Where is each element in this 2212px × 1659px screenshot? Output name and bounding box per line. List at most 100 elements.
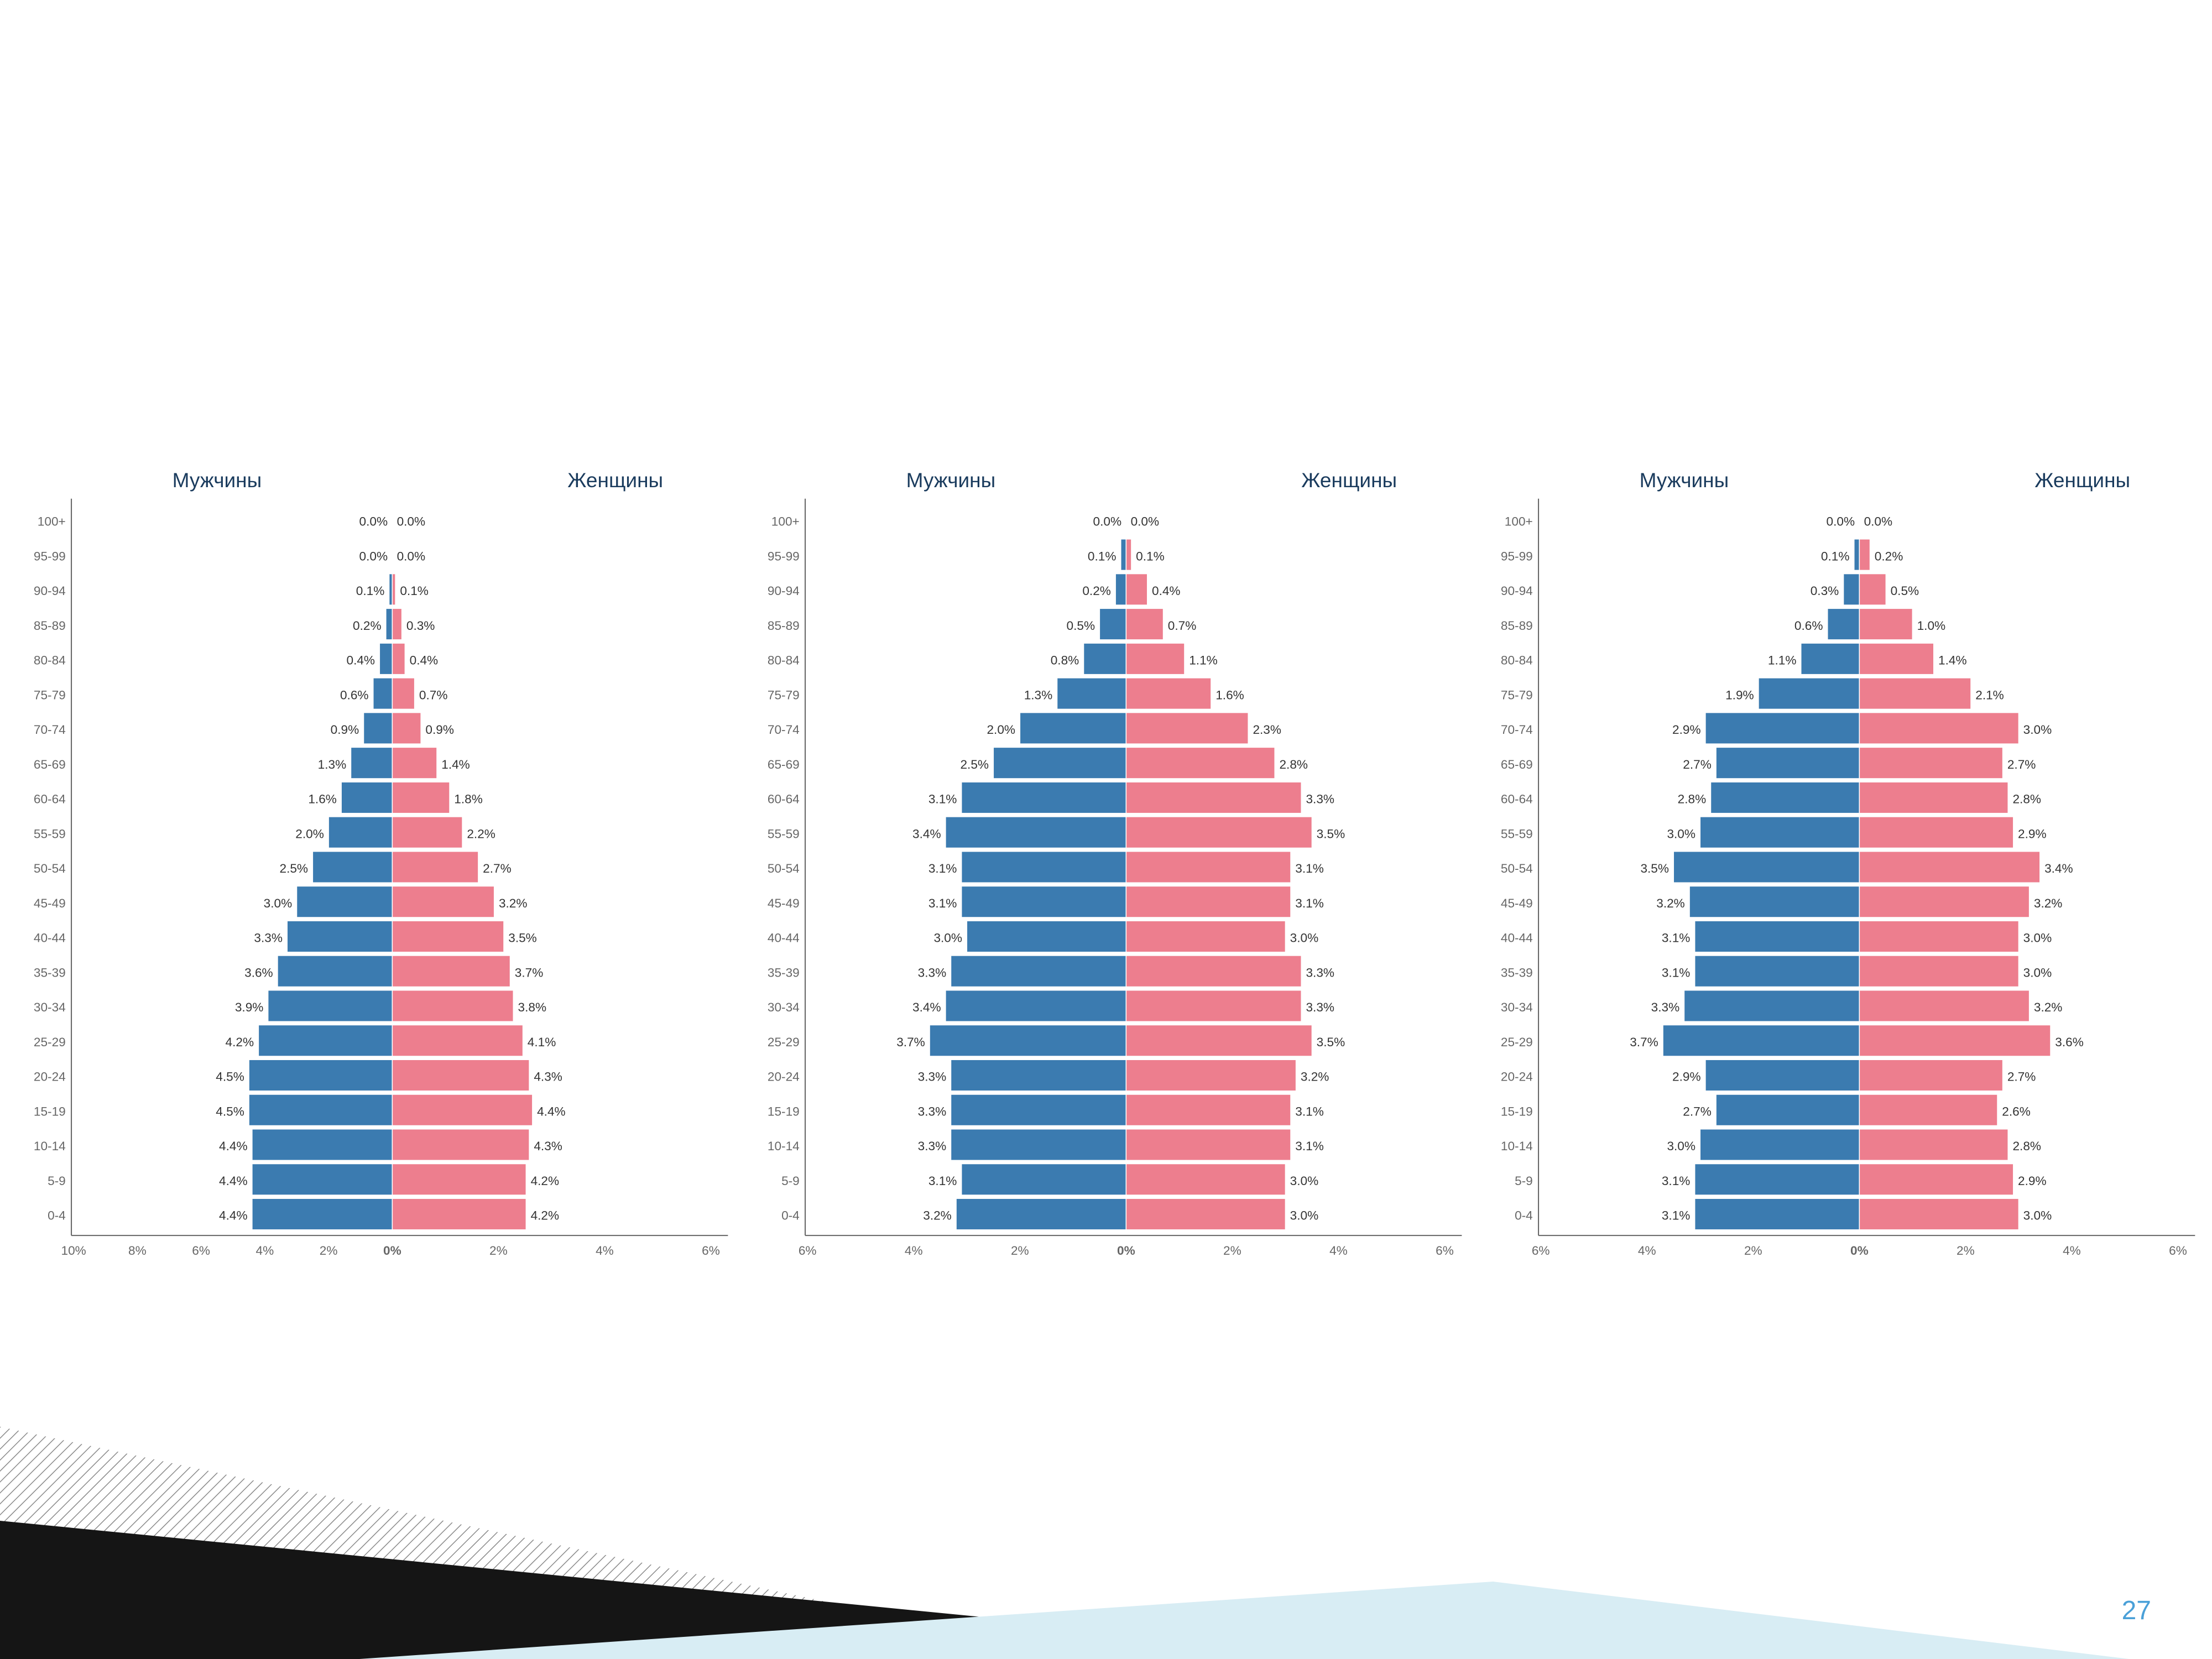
bar-male xyxy=(1695,1164,1860,1195)
bar-female xyxy=(392,608,401,640)
x-tick-label: 2% xyxy=(489,1244,508,1258)
age-group-label: 40-44 xyxy=(34,931,66,945)
bar-female xyxy=(1126,921,1285,952)
x-tick-label: 6% xyxy=(798,1244,816,1258)
bar-male xyxy=(1716,747,1859,779)
value-female: 0.3% xyxy=(406,619,435,633)
value-female: 4.4% xyxy=(537,1104,566,1118)
bar-male xyxy=(341,782,392,813)
value-male: 0.6% xyxy=(1794,619,1823,633)
bar-female xyxy=(1126,817,1312,848)
bar-female xyxy=(1126,1198,1285,1230)
age-group-label: 10-14 xyxy=(768,1139,800,1153)
x-tick-label: 4% xyxy=(1638,1244,1656,1258)
value-female: 2.6% xyxy=(2002,1104,2031,1118)
value-female: 0.9% xyxy=(425,723,454,737)
bar-male xyxy=(993,747,1126,779)
age-group-label: 10-14 xyxy=(1501,1139,1533,1153)
age-group-label: 5-9 xyxy=(781,1174,800,1188)
bar-male xyxy=(1689,886,1859,917)
age-group-label: 35-39 xyxy=(768,966,800,979)
value-male: 0.1% xyxy=(1821,549,1850,563)
value-female: 1.0% xyxy=(1917,619,1946,633)
age-group-label: 25-29 xyxy=(1501,1035,1533,1049)
bar-female xyxy=(1126,539,1131,571)
bar-male xyxy=(1700,1129,1860,1161)
age-group-label: 95-99 xyxy=(1501,549,1533,563)
pyramid-charts-row: МужчиныЖенщины0.0%0.0%100+0.0%0.0%95-990… xyxy=(11,465,2201,1273)
value-female: 2.3% xyxy=(1253,723,1281,737)
age-group-label: 30-34 xyxy=(1501,1000,1533,1014)
age-group-label: 55-59 xyxy=(1501,827,1533,841)
value-female: 3.0% xyxy=(2023,931,2052,945)
bar-female xyxy=(1860,1060,2003,1091)
value-female: 3.0% xyxy=(2023,1209,2052,1223)
x-tick-label: 6% xyxy=(2169,1244,2188,1258)
bar-female xyxy=(1860,643,1934,675)
bar-female xyxy=(1860,1094,1998,1126)
value-female: 3.1% xyxy=(1295,1139,1324,1153)
value-female: 3.3% xyxy=(1306,792,1334,806)
bar-male xyxy=(249,1060,392,1091)
value-female: 0.1% xyxy=(1136,549,1165,563)
value-female: 3.8% xyxy=(518,1000,547,1014)
bar-male xyxy=(1083,643,1126,675)
bar-female xyxy=(1860,921,2019,952)
value-female: 2.8% xyxy=(2013,792,2042,806)
age-group-label: 35-39 xyxy=(1501,966,1533,979)
men-header: Мужчины xyxy=(906,468,995,492)
value-male: 0.4% xyxy=(346,654,375,667)
bar-female xyxy=(1860,1025,2051,1056)
value-female: 0.7% xyxy=(419,688,448,702)
bar-male xyxy=(1695,1198,1860,1230)
bar-female xyxy=(392,643,405,675)
bar-male xyxy=(967,921,1126,952)
value-female: 2.7% xyxy=(2007,758,2036,771)
population-pyramid-1: МужчиныЖенщины0.0%0.0%100+0.0%0.0%95-990… xyxy=(11,465,734,1273)
bar-female xyxy=(392,713,421,744)
value-female: 2.9% xyxy=(2018,1174,2047,1188)
bar-female xyxy=(392,1164,526,1195)
value-female: 3.0% xyxy=(1290,1209,1318,1223)
age-group-label: 15-19 xyxy=(34,1104,66,1118)
bar-male xyxy=(1854,539,1860,571)
age-group-label: 95-99 xyxy=(768,549,800,563)
age-group-label: 45-49 xyxy=(34,896,66,910)
age-group-label: 20-24 xyxy=(34,1070,66,1084)
value-male: 0.1% xyxy=(356,584,385,598)
bar-male xyxy=(268,990,393,1022)
bar-male xyxy=(956,1198,1126,1230)
value-female: 0.0% xyxy=(1864,515,1893,529)
age-group-label: 95-99 xyxy=(34,549,66,563)
value-male: 2.8% xyxy=(1678,792,1707,806)
age-group-label: 70-74 xyxy=(1501,723,1533,737)
bar-female xyxy=(392,1025,523,1056)
age-group-label: 60-64 xyxy=(34,792,66,806)
age-group-label: 0-4 xyxy=(781,1209,800,1223)
bar-male xyxy=(328,817,392,848)
age-group-label: 25-29 xyxy=(768,1035,800,1049)
x-tick-label: 0% xyxy=(383,1244,401,1258)
bar-female xyxy=(1126,1094,1291,1126)
value-female: 1.6% xyxy=(1215,688,1244,702)
value-male: 1.3% xyxy=(1024,688,1052,702)
value-male: 2.5% xyxy=(279,862,308,875)
value-male: 0.0% xyxy=(1827,515,1855,529)
value-male: 0.6% xyxy=(340,688,369,702)
bar-female xyxy=(392,956,510,987)
value-female: 1.8% xyxy=(454,792,483,806)
value-male: 4.2% xyxy=(226,1035,254,1049)
bar-female xyxy=(392,747,437,779)
age-group-label: 100+ xyxy=(1505,515,1533,529)
age-group-label: 15-19 xyxy=(768,1104,800,1118)
pyramid-3: МужчиныЖенщины0.0%0.0%100+0.1%0.2%95-990… xyxy=(1478,465,2201,1273)
age-group-label: 50-54 xyxy=(34,862,66,875)
value-male: 3.3% xyxy=(917,1070,946,1084)
value-male: 0.9% xyxy=(331,723,359,737)
value-male: 3.6% xyxy=(244,966,273,979)
x-tick-label: 8% xyxy=(128,1244,147,1258)
age-group-label: 50-54 xyxy=(1501,862,1533,875)
value-female: 2.7% xyxy=(483,862,512,875)
value-female: 3.3% xyxy=(1306,1000,1334,1014)
age-group-label: 60-64 xyxy=(768,792,800,806)
